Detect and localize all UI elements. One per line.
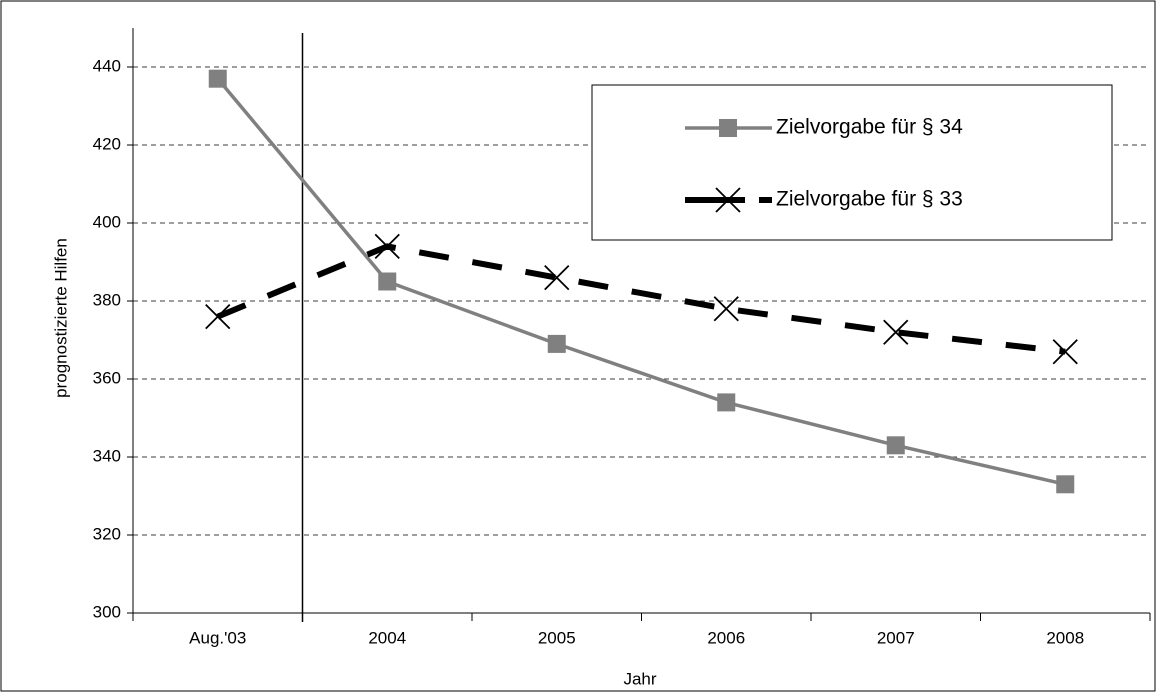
legend-box — [591, 84, 1113, 241]
x-tick-label: 2007 — [877, 628, 915, 647]
x-tick-label: Aug.'03 — [189, 628, 246, 647]
x-tick-label: 2006 — [707, 628, 745, 647]
x-axis-label: Jahr — [623, 669, 656, 688]
legend-label: Zielvorgabe für § 33 — [776, 188, 963, 211]
point — [208, 69, 227, 88]
point — [544, 264, 570, 291]
x-tick-label: 2005 — [538, 628, 576, 647]
y-tick-label: 320 — [93, 524, 121, 543]
legend-marker — [715, 187, 741, 213]
legend-label: Zielvorgabe für § 34 — [776, 116, 963, 139]
point — [717, 393, 736, 412]
point — [886, 436, 905, 455]
point — [547, 334, 566, 353]
y-tick-label: 360 — [93, 368, 121, 387]
legend-marker — [719, 119, 737, 137]
point — [713, 296, 739, 322]
y-tick-label: 340 — [93, 446, 121, 465]
x-tick-label: 2008 — [1046, 628, 1084, 647]
point — [1056, 475, 1075, 494]
point — [883, 319, 909, 345]
y-tick-label: 440 — [93, 56, 121, 75]
y-tick-label: 300 — [93, 602, 121, 621]
y-tick-label: 380 — [93, 290, 121, 309]
point — [1052, 339, 1078, 365]
y-tick-label: 420 — [93, 134, 121, 153]
x-tick-label: 2004 — [368, 628, 406, 647]
y-axis-label: prognostizierte Hilfen — [51, 238, 70, 398]
y-tick-label: 400 — [93, 212, 121, 231]
series-line — [216, 77, 1066, 487]
series-line — [216, 243, 1066, 355]
point — [374, 233, 400, 260]
point — [378, 272, 397, 291]
point — [205, 303, 231, 330]
